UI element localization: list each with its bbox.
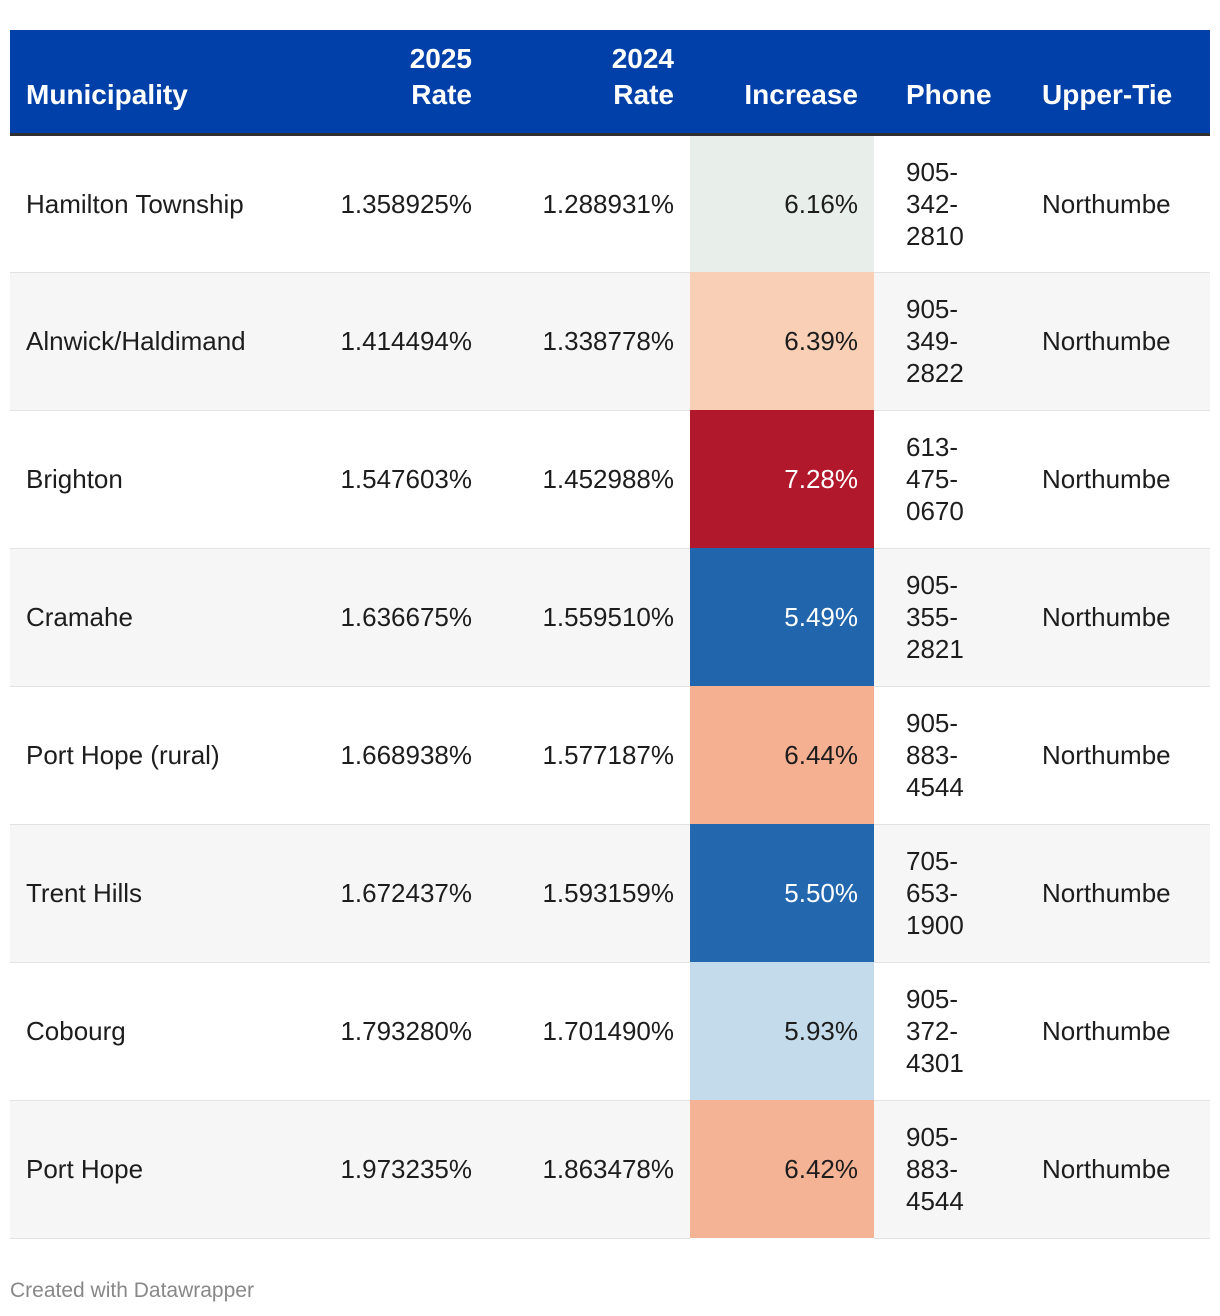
cell-increase: 5.49% xyxy=(690,548,874,686)
cell-phone: 905- 355- 2821 xyxy=(874,548,1026,687)
cell-upper-tier: Northumbe xyxy=(1026,686,1210,825)
column-header-increase[interactable]: Increase xyxy=(690,30,874,136)
cell-increase: 6.42% xyxy=(690,1100,874,1238)
phone-part: 883- xyxy=(906,740,959,770)
cell-municipality: Port Hope xyxy=(10,1100,300,1239)
cell-municipality: Cramahe xyxy=(10,548,300,687)
phone-part: 475- xyxy=(906,464,959,494)
cell-2024-rate: 1.338778% xyxy=(488,272,690,411)
table-row: Cobourg 1.793280% 1.701490% 5.93% 905- 372- 43… xyxy=(10,962,1210,1101)
cell-increase: 6.39% xyxy=(690,272,874,410)
cell-2024-rate: 1.452988% xyxy=(488,410,690,549)
phone-part: 4544 xyxy=(906,772,964,802)
cell-phone: 905- 372- 4301 xyxy=(874,962,1026,1101)
cell-upper-tier: Northumbe xyxy=(1026,1100,1210,1239)
phone-part: 4544 xyxy=(906,1186,964,1216)
table-row: Alnwick/Haldimand 1.414494% 1.338778% 6.39%… xyxy=(10,272,1210,411)
phone-part: 0670 xyxy=(906,496,964,526)
cell-municipality: Brighton xyxy=(10,410,300,549)
column-header-2025-rate[interactable]: 2025 Rate xyxy=(300,30,488,136)
table-row: Cramahe 1.636675% 1.559510% 5.49% 905- 355- 28… xyxy=(10,548,1210,687)
column-header-2024-rate[interactable]: 2024 Rate xyxy=(488,30,690,136)
table-row: Port Hope (rural) 1.668938% 1.577187% 6.44%… xyxy=(10,686,1210,825)
cell-phone: 905- 883- 4544 xyxy=(874,1100,1026,1239)
phone-part: 342- xyxy=(906,188,959,219)
column-header-upper-tier[interactable]: Upper-Tie xyxy=(1026,30,1210,136)
rates-table-container: Municipality 2025 Rate 2024 Rate Increas… xyxy=(10,30,1210,1240)
rates-table: Municipality 2025 Rate 2024 Rate Increas… xyxy=(10,30,1210,1239)
cell-municipality: Trent Hills xyxy=(10,824,300,963)
phone-part: 705- xyxy=(906,846,959,876)
cell-municipality: Alnwick/Haldimand xyxy=(10,272,300,411)
phone-part: 653- xyxy=(906,878,959,908)
cell-upper-tier: Northumbe xyxy=(1026,548,1210,687)
column-header-label: Municipality xyxy=(26,78,188,110)
cell-phone: 905- 342- 2810 xyxy=(874,134,1026,273)
phone-part: 355- xyxy=(906,602,959,632)
phone-part: 905- xyxy=(906,294,959,324)
cell-2024-rate: 1.577187% xyxy=(488,686,690,825)
cell-upper-tier: Northumbe xyxy=(1026,962,1210,1101)
cell-2025-rate: 1.636675% xyxy=(300,548,488,687)
phone-part: 883- xyxy=(906,1154,959,1184)
cell-2024-rate: 1.288931% xyxy=(488,134,690,273)
cell-2024-rate: 1.559510% xyxy=(488,548,690,687)
cell-2025-rate: 1.793280% xyxy=(300,962,488,1101)
cell-2025-rate: 1.414494% xyxy=(300,272,488,411)
cell-increase: 7.28% xyxy=(690,410,874,548)
cell-increase: 6.44% xyxy=(690,686,874,824)
table-row: Brighton 1.547603% 1.452988% 7.28% 613- 475- 0… xyxy=(10,410,1210,549)
cell-increase: 6.16% xyxy=(690,134,874,272)
phone-part: 905- xyxy=(906,1122,959,1152)
table-body: Hamilton Township 1.358925% 1.288931% 6.16%… xyxy=(10,134,1210,1239)
column-header-label-line: 2024 xyxy=(611,42,674,74)
cell-2025-rate: 1.672437% xyxy=(300,824,488,963)
cell-upper-tier: Northumbe xyxy=(1026,824,1210,963)
table-row: Port Hope 1.973235% 1.863478% 6.42% 905- 883-… xyxy=(10,1100,1210,1239)
cell-municipality: Port Hope (rural) xyxy=(10,686,300,825)
column-header-label: Increase xyxy=(744,78,858,110)
column-header-label: Upper-Tie xyxy=(1042,78,1173,110)
cell-2025-rate: 1.547603% xyxy=(300,410,488,549)
phone-part: 613- xyxy=(906,432,959,462)
cell-phone: 905- 349- 2822 xyxy=(874,272,1026,411)
table-row: Hamilton Township 1.358925% 1.288931% 6.16%… xyxy=(10,134,1210,273)
phone-part: 2822 xyxy=(906,358,964,388)
column-header-phone[interactable]: Phone xyxy=(874,30,1026,136)
cell-2025-rate: 1.668938% xyxy=(300,686,488,825)
phone-part: 905- xyxy=(906,708,959,738)
phone-part: 4301 xyxy=(906,1048,964,1078)
cell-phone: 905- 883- 4544 xyxy=(874,686,1026,825)
column-header-label-line: Rate xyxy=(411,78,472,110)
cell-2024-rate: 1.863478% xyxy=(488,1100,690,1239)
cell-phone: 613- 475- 0670 xyxy=(874,410,1026,549)
column-header-label: Phone xyxy=(906,78,992,110)
table-row: Trent Hills 1.672437% 1.593159% 5.50% 705- 65… xyxy=(10,824,1210,963)
cell-2024-rate: 1.701490% xyxy=(488,962,690,1101)
phone-part: 349- xyxy=(906,326,959,356)
cell-municipality: Hamilton Township xyxy=(10,134,300,273)
phone-part: 905- xyxy=(906,156,959,187)
column-header-label-line: Rate xyxy=(613,78,674,110)
phone-part: 2821 xyxy=(906,634,964,664)
column-header-label-line: 2025 xyxy=(409,42,472,74)
cell-2024-rate: 1.593159% xyxy=(488,824,690,963)
cell-municipality: Cobourg xyxy=(10,962,300,1101)
cell-2025-rate: 1.973235% xyxy=(300,1100,488,1239)
table-header-row: Municipality 2025 Rate 2024 Rate Increas… xyxy=(10,30,1210,136)
cell-increase: 5.50% xyxy=(690,824,874,962)
cell-upper-tier: Northumbe xyxy=(1026,410,1210,549)
cell-increase: 5.93% xyxy=(690,962,874,1100)
cell-2025-rate: 1.358925% xyxy=(300,134,488,273)
column-header-municipality[interactable]: Municipality xyxy=(10,30,300,136)
phone-part: 372- xyxy=(906,1016,959,1046)
phone-part: 905- xyxy=(906,984,959,1014)
phone-part: 905- xyxy=(906,570,959,600)
datawrapper-credit[interactable]: Created with Datawrapper xyxy=(10,1279,254,1302)
cell-phone: 705- 653- 1900 xyxy=(874,824,1026,963)
phone-part: 2810 xyxy=(906,220,964,251)
cell-upper-tier: Northumbe xyxy=(1026,272,1210,411)
phone-part: 1900 xyxy=(906,910,964,940)
cell-upper-tier: Northumbe xyxy=(1026,134,1210,273)
